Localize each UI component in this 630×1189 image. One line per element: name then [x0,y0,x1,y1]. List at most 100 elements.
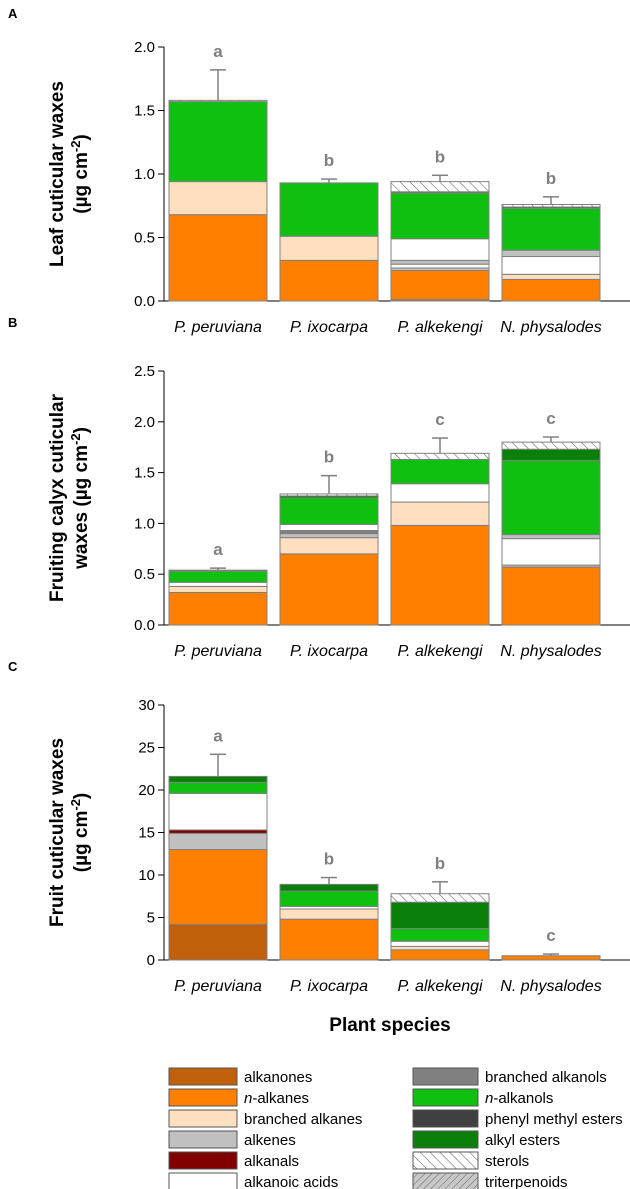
significance-letter: b [546,169,556,188]
y-tick-label: 0.5 [134,566,155,583]
bar-segment-branched-alkanes [279,235,379,261]
legend-label: branched alkanes [244,1111,362,1128]
bar-segment-n-alkanes [501,955,601,961]
significance-letter: b [435,854,445,873]
y-axis-title: Fruiting calyx cuticular waxes (µg cm-2) [47,393,92,602]
significance-letter: b [324,448,334,467]
bar-segment-n-alkanes [279,259,379,302]
legend-swatch [168,1172,238,1189]
bar-segment-n-alkanols [279,890,379,907]
bar-stack: b [390,147,490,302]
significance-letter: a [213,42,223,61]
x-tick-label: P. peruviana [174,643,262,660]
bar-segment-alkyl-esters [390,901,490,930]
bar-stack: c [501,926,601,961]
bar-segment-sterols [279,493,379,497]
x-tick-label: P. alkekengi [397,643,483,660]
panel-B: B 0.0 0.5 1.0 1.5 2.0 2.5 Fruiting calyx cuticu… [8,315,630,660]
bar-segment-n-alkanes [168,214,268,302]
legend-swatch [412,1067,479,1086]
significance-letter: a [213,540,223,559]
bar-segment-alkanals [168,829,268,834]
bar-segment-n-alkanes [168,591,268,626]
bar-segment-alkenes [501,249,601,258]
bar-segment-alkyl-esters [279,883,379,892]
x-tick-label: N. physalodes [500,978,601,995]
legend-swatch [412,1130,479,1149]
bar-segment-alkanoic-acids [501,538,601,566]
y-tick-label: 1.5 [134,103,155,120]
bar-segment-branched-alkanes [390,501,490,526]
panel-label: B [8,315,17,330]
legend-item-sterols: sterols [412,1151,529,1170]
bar-segment-branched-alkanes [279,908,379,920]
bar-segment-n-alkanes [501,566,601,626]
bar-segment-alkenes [279,533,379,539]
bar-segment-n-alkanols [279,182,379,237]
bar-segment-sterols [168,99,268,103]
panel-label: A [8,6,18,21]
legend-swatch [168,1088,238,1107]
legend-swatch [412,1172,479,1189]
bar-segment-n-alkanols [279,497,379,525]
legend-swatch [168,1067,238,1086]
panel-label: C [8,659,18,674]
bar-segment-alkenes [168,832,268,850]
legend-item-alkanals: alkanals [168,1151,299,1170]
y-tick-label: 10 [138,867,155,884]
legend-label: branched alkanols [485,1069,607,1086]
legend-label: alkanals [244,1153,299,1170]
x-tick-label: P. alkekengi [397,978,483,995]
bar-stack: c [390,410,490,626]
legend-item-alkanones: alkanones [168,1067,312,1086]
bar-segment-n-alkanes [390,949,490,961]
bar-segment-n-alkanes [390,270,490,301]
bar-stack: b [501,169,601,302]
significance-letter: b [435,147,445,166]
legend-label: alkenes [244,1132,296,1149]
bar-segment-branched-alkanes [168,585,268,593]
x-tick-label: P. alkekengi [397,319,483,336]
bar-segment-sterols [390,181,490,193]
bar-segment-alkanoic-acids [390,238,490,261]
y-tick-label: 2.0 [134,39,155,56]
x-tick-label: N. physalodes [500,319,601,336]
bar-segment-alkanoic-acids [390,263,490,269]
significance-letter: c [546,926,555,945]
x-tick-label: P. ixocarpa [290,643,368,660]
y-tick-label: 0.0 [134,617,155,634]
legend-label: alkanoic acids [244,1174,338,1189]
legend-swatch [412,1151,479,1170]
legend-label: n-alkanols [485,1090,553,1107]
y-tick-label: 2.5 [134,363,155,380]
y-tick-label: 0.5 [134,230,155,247]
x-tick-label: P. ixocarpa [290,319,368,336]
legend-label: sterols [485,1153,529,1170]
bar-segment-alkanoic-acids [390,940,490,947]
legend-item-n-alkanols: n-alkanols [412,1088,553,1107]
y-tick-label: 30 [138,697,155,714]
bar-segment-n-alkanols [501,207,601,251]
bar-segment-alkanoic-acids [168,792,268,831]
legend-swatch [168,1109,238,1128]
bar-segment-alkanones [168,923,268,961]
panel-C: C 0 5 10 15 20 25 30 Fruit cuticular waxes (µg cm… [8,659,630,995]
bar-stack: a [168,726,268,961]
bar-stack: a [168,42,268,302]
legend-label: n-alkanes [244,1090,309,1107]
legend-item-alkanoic-acids: alkanoic acids [168,1172,338,1189]
bar-segment-branched-alkanes [168,181,268,216]
bar-segment-n-alkanols [390,192,490,240]
y-tick-label: 1.0 [134,515,155,532]
bar-segment-alkyl-esters [168,775,268,783]
x-tick-label: P. peruviana [174,319,262,336]
significance-letter: a [213,726,223,745]
bar-segment-n-alkanols [501,459,601,536]
legend-swatch [412,1109,479,1128]
legend-label: alkanones [244,1069,312,1086]
legend-item-alkenes: alkenes [168,1130,296,1149]
bar-segment-sterols [390,452,490,460]
y-tick-label: 20 [138,782,155,799]
x-tick-label: P. peruviana [174,978,262,995]
